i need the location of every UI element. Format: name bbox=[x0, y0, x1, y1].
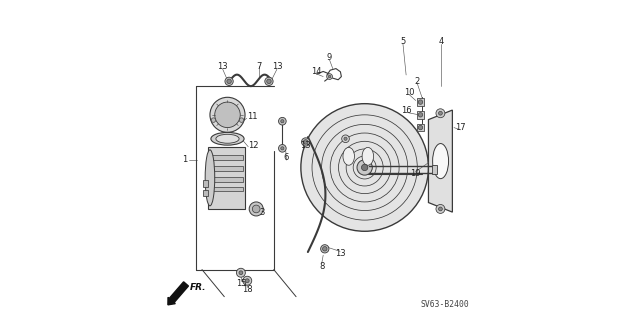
Circle shape bbox=[227, 79, 231, 84]
Text: 15: 15 bbox=[236, 279, 246, 288]
Ellipse shape bbox=[252, 205, 260, 213]
Circle shape bbox=[245, 279, 249, 283]
Text: 19: 19 bbox=[410, 169, 421, 178]
Circle shape bbox=[301, 138, 310, 146]
Text: 3: 3 bbox=[259, 208, 265, 217]
Circle shape bbox=[321, 245, 329, 253]
Text: 13: 13 bbox=[335, 249, 346, 258]
Text: 4: 4 bbox=[438, 37, 444, 46]
Ellipse shape bbox=[249, 202, 263, 216]
Circle shape bbox=[239, 118, 244, 122]
Circle shape bbox=[362, 164, 368, 171]
Circle shape bbox=[326, 74, 332, 79]
Circle shape bbox=[419, 125, 422, 130]
Text: 1: 1 bbox=[182, 155, 188, 164]
Text: 10: 10 bbox=[404, 88, 415, 97]
Ellipse shape bbox=[433, 144, 449, 179]
Circle shape bbox=[267, 79, 271, 84]
Text: 17: 17 bbox=[455, 123, 466, 132]
Circle shape bbox=[342, 135, 349, 143]
Text: 13: 13 bbox=[271, 63, 282, 71]
Circle shape bbox=[323, 247, 327, 251]
FancyArrow shape bbox=[168, 282, 188, 305]
Text: 5: 5 bbox=[400, 37, 406, 46]
Text: FR.: FR. bbox=[190, 283, 206, 292]
Bar bbox=[417, 111, 424, 119]
Bar bbox=[210, 187, 243, 191]
Circle shape bbox=[419, 100, 422, 104]
Bar bbox=[203, 190, 209, 196]
Circle shape bbox=[438, 207, 442, 211]
Circle shape bbox=[239, 271, 243, 275]
Bar bbox=[417, 124, 424, 131]
Bar bbox=[417, 98, 424, 106]
Circle shape bbox=[278, 145, 286, 152]
Bar bbox=[210, 166, 243, 171]
Circle shape bbox=[243, 276, 252, 285]
Ellipse shape bbox=[362, 147, 374, 165]
Text: 8: 8 bbox=[319, 262, 324, 271]
Circle shape bbox=[344, 137, 347, 140]
Text: 12: 12 bbox=[248, 141, 259, 150]
Bar bbox=[431, 165, 437, 174]
Bar bbox=[203, 180, 209, 187]
Circle shape bbox=[278, 117, 286, 125]
Circle shape bbox=[436, 204, 445, 213]
Circle shape bbox=[303, 140, 308, 144]
Circle shape bbox=[328, 75, 331, 78]
Circle shape bbox=[281, 147, 284, 150]
Circle shape bbox=[215, 102, 240, 128]
Text: 6: 6 bbox=[284, 153, 289, 162]
Text: 14: 14 bbox=[312, 67, 322, 76]
Ellipse shape bbox=[343, 147, 355, 165]
Ellipse shape bbox=[211, 132, 244, 145]
Text: 2: 2 bbox=[415, 77, 420, 86]
Text: 7: 7 bbox=[257, 63, 262, 71]
Text: 9: 9 bbox=[327, 53, 332, 62]
Circle shape bbox=[210, 97, 245, 132]
Text: 18: 18 bbox=[242, 285, 253, 294]
Circle shape bbox=[436, 109, 445, 118]
Bar bbox=[210, 177, 243, 182]
Circle shape bbox=[265, 77, 273, 85]
Text: 11: 11 bbox=[246, 112, 257, 121]
Bar bbox=[209, 147, 245, 209]
Circle shape bbox=[211, 118, 216, 122]
Text: 13: 13 bbox=[300, 141, 310, 150]
Ellipse shape bbox=[205, 150, 215, 206]
Circle shape bbox=[236, 268, 245, 277]
Text: 16: 16 bbox=[401, 106, 412, 115]
Text: 13: 13 bbox=[218, 63, 228, 71]
Circle shape bbox=[419, 113, 422, 117]
Text: SV63-B2400: SV63-B2400 bbox=[420, 300, 469, 309]
Circle shape bbox=[357, 160, 372, 175]
Circle shape bbox=[281, 120, 284, 123]
Circle shape bbox=[301, 104, 428, 231]
Circle shape bbox=[438, 111, 442, 115]
Circle shape bbox=[225, 77, 233, 85]
Bar bbox=[210, 155, 243, 160]
Polygon shape bbox=[428, 110, 452, 212]
Ellipse shape bbox=[216, 134, 239, 143]
